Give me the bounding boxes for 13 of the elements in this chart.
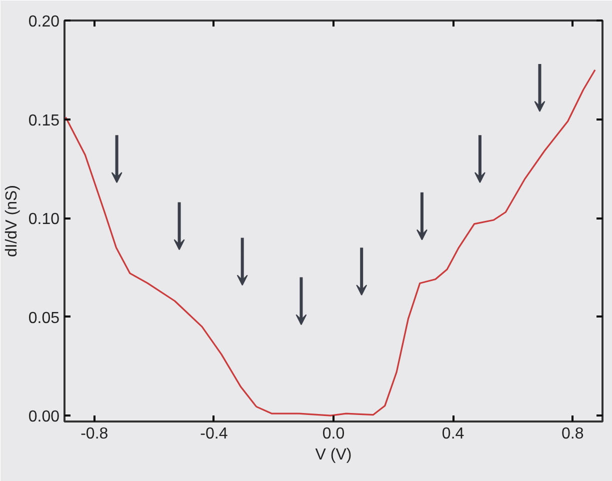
- x-tick-label: 0.4: [442, 426, 464, 442]
- x-tick-label: -0.8: [80, 426, 108, 442]
- y-tick-label: 0.05: [28, 310, 60, 327]
- y-axis-title: dI/dV (nS): [3, 184, 20, 258]
- x-axis-title: V (V): [315, 446, 352, 464]
- x-tick-label: 0.0: [322, 426, 345, 442]
- y-tick-label: 0.10: [28, 211, 60, 228]
- y-tick-label: 0.20: [28, 14, 60, 30]
- x-tick-label: 0.8: [561, 426, 584, 442]
- x-tick-label: -0.4: [200, 426, 228, 442]
- y-tick-label: 0.15: [28, 112, 60, 130]
- line-series: [64, 69, 596, 416]
- y-tick-label: 0.00: [28, 408, 60, 426]
